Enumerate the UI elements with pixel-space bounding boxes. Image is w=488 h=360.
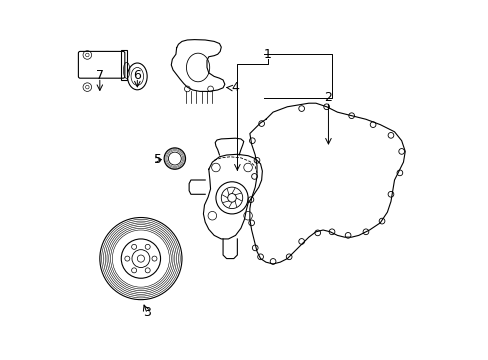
Text: 1: 1 xyxy=(263,48,271,61)
Bar xyxy=(121,50,126,80)
Text: 5: 5 xyxy=(154,153,162,166)
Text: 3: 3 xyxy=(143,306,151,319)
Text: 4: 4 xyxy=(231,81,239,94)
Text: 2: 2 xyxy=(324,91,332,104)
Text: 7: 7 xyxy=(96,69,103,82)
Text: 6: 6 xyxy=(133,69,141,82)
